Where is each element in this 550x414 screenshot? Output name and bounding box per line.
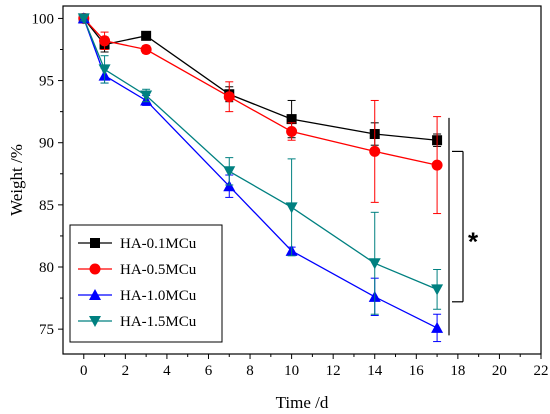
y-tick-label: 80 (39, 260, 54, 276)
y-tick-label: 100 (32, 11, 55, 27)
x-tick-label: 14 (367, 363, 383, 379)
x-tick-label: 22 (534, 363, 549, 379)
marker-circle (223, 91, 235, 103)
series-HA-0.1MCu (78, 13, 443, 147)
x-tick-label: 16 (409, 363, 425, 379)
marker-circle (140, 44, 152, 55)
legend-item: HA-1.5MCu (78, 314, 197, 330)
marker-square (141, 30, 152, 41)
y-tick-label: 75 (39, 322, 54, 338)
marker-triangle-down (223, 166, 236, 178)
marker-triangle-up (223, 180, 236, 192)
axes (62, 5, 542, 355)
x-axis-ticks: 0 2 4 6 8 10 12 14 16 18 20 22 (80, 354, 549, 379)
y-tick-label: 90 (39, 136, 54, 152)
x-tick-label: 12 (326, 363, 341, 379)
x-tick-label: 8 (246, 363, 254, 379)
marker-triangle-up (89, 289, 101, 300)
marker-circle (99, 35, 111, 47)
significance-annotation: * (448, 117, 479, 336)
legend-label: HA-0.5MCu (120, 262, 197, 278)
x-tick-label: 4 (163, 363, 171, 379)
x-tick-label: 10 (284, 363, 299, 379)
marker-triangle-down (285, 202, 298, 214)
marker-square (286, 114, 297, 125)
y-axis-ticks: 75 80 85 90 95 100 (32, 11, 63, 338)
legend: HA-0.1MCu HA-0.5MCu HA-1.0MCu HA-1.5MCu (69, 224, 223, 343)
series-HA-0.5MCu (78, 12, 443, 215)
marker-circle (89, 263, 101, 275)
y-tick-label: 85 (39, 198, 54, 214)
legend-label: HA-0.1MCu (120, 236, 197, 252)
marker-square (90, 238, 100, 248)
plot-frame (62, 5, 542, 355)
series-layer (77, 12, 444, 343)
x-tick-label: 0 (80, 363, 88, 379)
marker-triangle-down (89, 316, 101, 327)
legend-label: HA-1.0MCu (120, 288, 197, 304)
legend-item: HA-0.1MCu (78, 236, 197, 252)
marker-triangle-down (431, 284, 444, 296)
series-line (83, 18, 438, 141)
x-tick-label: 2 (122, 363, 130, 379)
series-HA-1.5MCu (77, 13, 444, 315)
x-tick-label: 20 (492, 363, 507, 379)
x-tick-label: 18 (450, 363, 465, 379)
marker-triangle-down (368, 258, 381, 270)
marker-triangle-down (77, 13, 90, 25)
series-line (83, 17, 438, 166)
significance-star: * (468, 226, 479, 256)
x-axis-title: Time /d (276, 393, 329, 412)
marker-triangle-down (98, 64, 111, 76)
legend-label: HA-1.5MCu (120, 314, 197, 330)
marker-circle (369, 145, 381, 157)
legend-item: HA-0.5MCu (78, 262, 197, 278)
y-axis-title: Weight /% (7, 144, 26, 216)
x-tick-label: 6 (205, 363, 213, 379)
marker-circle (431, 159, 443, 171)
y-tick-label: 95 (39, 74, 54, 90)
legend-item: HA-1.0MCu (78, 288, 197, 304)
marker-triangle-down (140, 90, 153, 102)
marker-triangle-up (431, 321, 444, 333)
marker-circle (286, 126, 298, 138)
